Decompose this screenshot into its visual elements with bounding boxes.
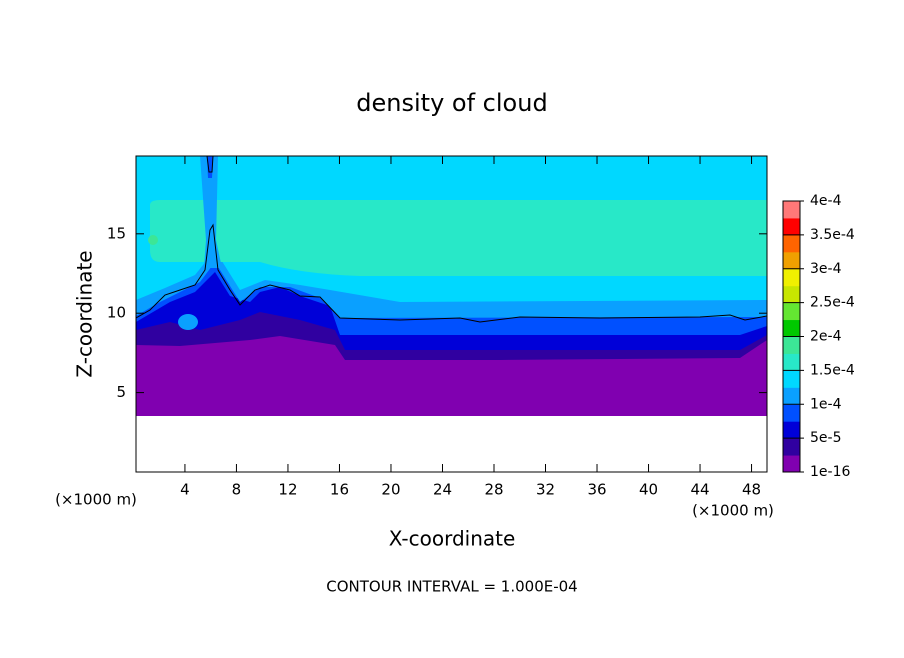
colorbar-segment (783, 370, 800, 388)
colorbar-tick-label: 1.5e-4 (810, 362, 855, 378)
x-unit-label: (×1000 m) (55, 491, 137, 509)
colorbar-segment (783, 268, 800, 287)
x-axis-label: X-coordinate (389, 527, 516, 551)
colorbar-segment (783, 285, 800, 304)
colorbar-segment (783, 302, 800, 321)
colorbar-segment (783, 251, 800, 270)
x-tick-label: 48 (742, 481, 761, 499)
y-tick-label: 5 (116, 383, 126, 401)
colorbar-segment (783, 336, 800, 354)
contour-field (136, 156, 767, 416)
x-tick-label: 16 (330, 481, 349, 499)
colorbar-tick-label: 1e-4 (810, 396, 842, 412)
contour-line (206, 156, 214, 173)
x-tick-label: 8 (232, 481, 242, 499)
x-tick-label: 4 (180, 481, 190, 499)
x-tick-label: 36 (587, 481, 606, 499)
annotation: CONTOUR INTERVAL = 1.000E-04 (326, 578, 577, 596)
contour-line (136, 223, 767, 323)
x-tick-label: 20 (381, 481, 400, 499)
field-blob (178, 314, 198, 330)
colorbar-segment (783, 404, 800, 422)
x-tick-label: 28 (484, 481, 503, 499)
colorbar-segment (783, 455, 800, 473)
plot-frame (135, 155, 768, 473)
colorbar-segment (783, 353, 800, 371)
colorbar-segment (783, 421, 800, 439)
field-blob (148, 235, 158, 245)
colorbar-tick-label: 5e-5 (810, 430, 841, 446)
field-region (150, 200, 767, 276)
colorbar-tick-label: 3.5e-4 (810, 227, 855, 243)
field-region (200, 156, 222, 268)
colorbar-segment (783, 387, 800, 405)
x-tick-label: 40 (639, 481, 658, 499)
chart-title: density of cloud (356, 89, 547, 117)
x-unit-label: (×1000 m) (692, 502, 774, 520)
colorbar-tick-label: 2.5e-4 (810, 295, 855, 311)
colorbar-tick-label: 4e-4 (810, 193, 842, 209)
x-tick-label: 32 (536, 481, 555, 499)
colorbar-tick-label: 2e-4 (810, 329, 842, 345)
colorbar-segment (783, 438, 800, 456)
colorbar-segment (783, 201, 800, 219)
colorbar-tick-label: 3e-4 (810, 261, 842, 277)
colorbar-segment (783, 217, 800, 236)
y-tick-label: 15 (107, 224, 126, 242)
colorbar-segment (783, 234, 800, 253)
x-tick-label: 44 (690, 481, 709, 499)
x-tick-label: 24 (433, 481, 452, 499)
colorbar-segment (783, 319, 800, 337)
x-tick-label: 12 (278, 481, 297, 499)
colorbar-tick-label: 1e-16 (810, 464, 850, 480)
y-tick-label: 10 (107, 304, 126, 322)
y-axis-label: Z-coordinate (73, 250, 97, 377)
